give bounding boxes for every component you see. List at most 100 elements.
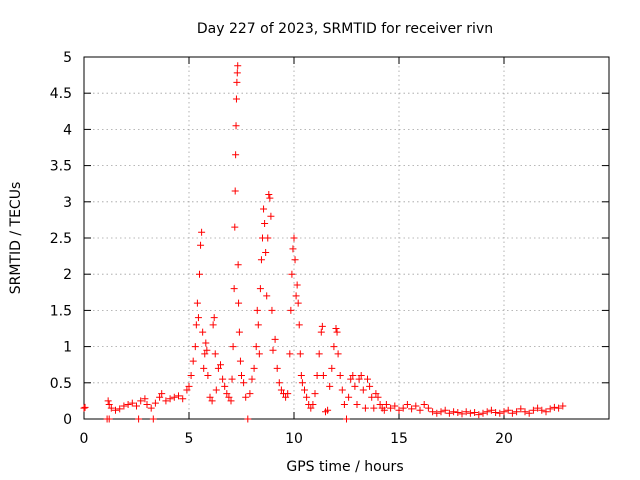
data-point: [399, 404, 407, 412]
data-point: [120, 402, 128, 410]
data-point: [149, 415, 157, 423]
data-point: [196, 270, 203, 278]
data-point: [240, 379, 248, 387]
data-point: [391, 402, 399, 410]
data-point: [336, 372, 344, 380]
data-point: [105, 401, 113, 409]
data-point: [191, 343, 199, 351]
data-point: [355, 375, 363, 383]
data-point: [559, 402, 567, 410]
data-point: [261, 220, 269, 228]
data-point: [233, 69, 241, 77]
data-point: [487, 406, 495, 414]
data-point: [227, 397, 235, 405]
data-point: [234, 62, 242, 70]
data-point: [124, 401, 132, 409]
data-point: [135, 415, 143, 423]
data-point: [267, 212, 275, 220]
data-point: [513, 408, 521, 416]
data-point: [80, 404, 88, 412]
data-point: [345, 393, 353, 401]
y-tick-label: 0: [63, 412, 72, 428]
data-point: [105, 415, 113, 423]
y-axis-label: SRMTID / TECUs: [8, 182, 24, 295]
data-point: [235, 299, 243, 307]
data-point: [330, 343, 338, 351]
data-point: [158, 390, 166, 398]
data-point: [204, 372, 212, 380]
data-point: [252, 343, 260, 351]
data-point: [275, 379, 283, 387]
data-point: [347, 375, 355, 383]
data-point: [517, 405, 525, 413]
data-point: [271, 335, 279, 343]
data-point: [328, 364, 336, 372]
data-point: [387, 404, 395, 412]
data-point: [437, 408, 445, 416]
data-point: [290, 234, 298, 242]
data-point: [542, 408, 550, 416]
data-point: [151, 399, 159, 407]
data-point: [277, 386, 285, 394]
data-point: [334, 350, 342, 358]
data-point: [359, 386, 367, 394]
data-point: [529, 406, 537, 414]
data-point: [403, 401, 411, 409]
data-point: [450, 408, 458, 416]
data-point: [185, 382, 193, 390]
data-point: [232, 95, 240, 103]
data-point: [288, 270, 296, 278]
data-point: [221, 382, 229, 390]
data-point: [250, 364, 258, 372]
data-point: [199, 328, 207, 336]
data-point: [262, 248, 270, 256]
data-point: [198, 228, 206, 236]
x-tick-label: 10: [285, 431, 303, 447]
data-point: [214, 364, 222, 372]
data-point: [297, 372, 305, 380]
data-point: [183, 386, 191, 394]
data-point: [201, 350, 209, 358]
y-tick-label: 4: [63, 122, 72, 138]
data-point: [454, 408, 462, 416]
data-point: [303, 393, 311, 401]
data-point: [244, 415, 252, 423]
data-point: [508, 409, 516, 417]
x-axis-label: GPS time / hours: [286, 459, 403, 475]
data-point: [170, 393, 178, 401]
data-point: [462, 408, 470, 416]
data-point: [292, 292, 300, 300]
data-point: [295, 321, 303, 329]
data-point: [232, 151, 240, 159]
y-tick-label: 2.5: [50, 231, 72, 247]
data-point: [112, 406, 119, 414]
data-point: [175, 392, 182, 400]
data-point: [147, 404, 155, 412]
data-point: [364, 375, 371, 383]
data-point: [229, 343, 237, 351]
data-point: [116, 405, 124, 413]
axis-ticks: 0 0.5 1 1.5 2 2.5 3 3.5 4 4.5 5 0 5 10 15 20: [50, 50, 609, 447]
data-point: [255, 350, 263, 358]
data-point: [313, 372, 321, 380]
data-point: [317, 328, 325, 336]
y-tick-label: 4.5: [50, 86, 72, 102]
data-point: [332, 325, 340, 332]
data-point: [107, 404, 115, 412]
data-point: [193, 299, 201, 307]
data-point: [546, 405, 554, 413]
data-point: [200, 364, 208, 372]
data-point: [81, 403, 89, 411]
data-point: [429, 408, 437, 416]
x-tick-label: 20: [495, 431, 513, 447]
data-point: [333, 328, 341, 336]
data-point: [246, 390, 254, 398]
data-point: [233, 78, 241, 86]
data-point: [257, 256, 265, 264]
data-point: [212, 386, 220, 394]
data-point: [496, 409, 504, 417]
data-point: [412, 402, 420, 410]
data-point: [368, 393, 376, 401]
data-point: [307, 404, 315, 412]
